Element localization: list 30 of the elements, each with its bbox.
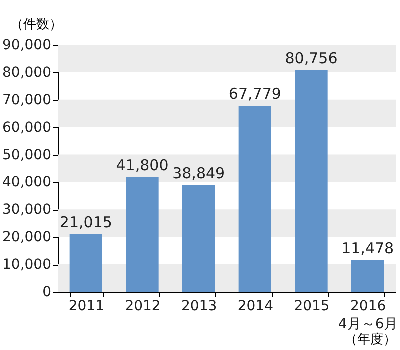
x-tick-label: 2012 [125, 298, 161, 314]
bar [182, 185, 216, 292]
x-tick-label: 2016 4月～6月 [338, 298, 398, 332]
bar [295, 70, 328, 292]
y-tick-label: 10,000 [2, 257, 52, 274]
bar [351, 260, 384, 292]
x-tick-label: 2015 [294, 298, 330, 314]
bar [70, 234, 103, 292]
y-axis-title: （件数） [10, 18, 62, 32]
y-tick-label: 0 [42, 284, 52, 300]
bar [238, 106, 272, 292]
x-tick-label: 2014 [238, 298, 274, 314]
y-tick-label: 60,000 [2, 120, 52, 136]
x-tick-label: 2013 [182, 298, 218, 314]
y-tick-label: 50,000 [2, 147, 52, 164]
data-label: 67,779 [228, 84, 282, 103]
data-label: 21,015 [60, 213, 112, 232]
data-label: 11,478 [342, 240, 394, 258]
data-label: 41,800 [116, 156, 169, 174]
x-tick-label: 2011 [68, 298, 104, 314]
y-tick-label: 30,000 [2, 202, 52, 218]
data-label: 38,849 [172, 164, 226, 182]
bar [126, 177, 159, 292]
x-axis-title: （年度） [344, 332, 396, 348]
y-tick-label: 80,000 [2, 64, 52, 81]
y-tick-label: 20,000 [2, 230, 52, 246]
y-tick-label: 40,000 [2, 174, 52, 191]
y-tick-label: 70,000 [2, 92, 52, 108]
y-tick-label: 90,000 [2, 38, 52, 54]
data-label: 80,756 [285, 49, 338, 68]
